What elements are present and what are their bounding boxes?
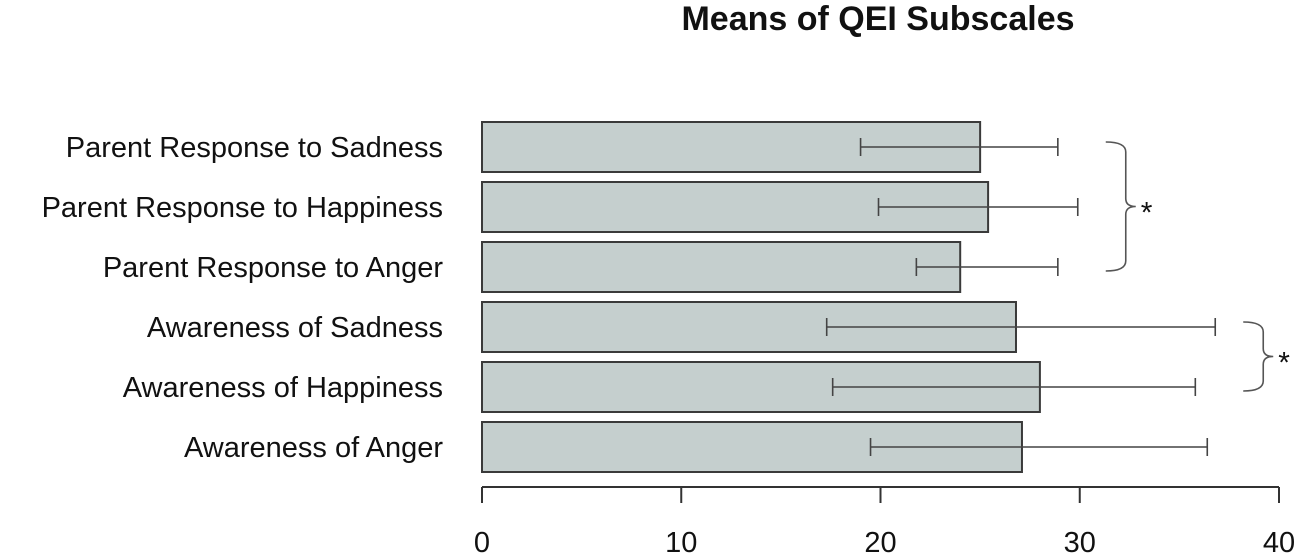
bracket-path: [1105, 141, 1136, 272]
x-tick-label: 0: [474, 527, 490, 556]
error-bar-awareness-of-sadness: [825, 318, 1217, 336]
error-bars-group: [825, 138, 1217, 456]
significance-group: **: [1105, 141, 1290, 392]
error-bar-awareness-of-happiness: [831, 378, 1197, 396]
x-tick-label: 40: [1263, 527, 1295, 556]
significance-bracket: *: [1105, 141, 1153, 272]
significance-bracket: *: [1243, 321, 1290, 392]
x-axis: 0 10 20 30 40: [474, 486, 1295, 556]
x-tick-label: 20: [864, 527, 896, 556]
category-label: Parent Response to Anger: [103, 252, 444, 284]
category-label: Awareness of Sadness: [147, 312, 443, 344]
error-bar-parent-response-to-anger: [915, 258, 1059, 276]
chart-title: Means of QEI Subscales: [681, 0, 1074, 38]
significance-star: *: [1141, 197, 1153, 230]
bracket-path: [1243, 321, 1274, 392]
category-labels-group: Parent Response to Sadness Parent Respons…: [42, 132, 444, 464]
bars-group: [481, 121, 1041, 473]
significance-star: *: [1278, 347, 1290, 380]
x-tick-label: 30: [1064, 527, 1096, 556]
error-bar-parent-response-to-sadness: [859, 138, 1059, 156]
category-label: Awareness of Anger: [184, 432, 443, 464]
category-label: Awareness of Happiness: [123, 372, 443, 404]
bar-parent-response-to-anger: [481, 241, 962, 293]
error-bar-parent-response-to-happiness: [877, 198, 1079, 216]
x-tick-label: 10: [665, 527, 697, 556]
category-label: Parent Response to Sadness: [66, 132, 443, 164]
category-label: Parent Response to Happiness: [42, 192, 443, 224]
error-bar-awareness-of-anger: [869, 438, 1209, 456]
